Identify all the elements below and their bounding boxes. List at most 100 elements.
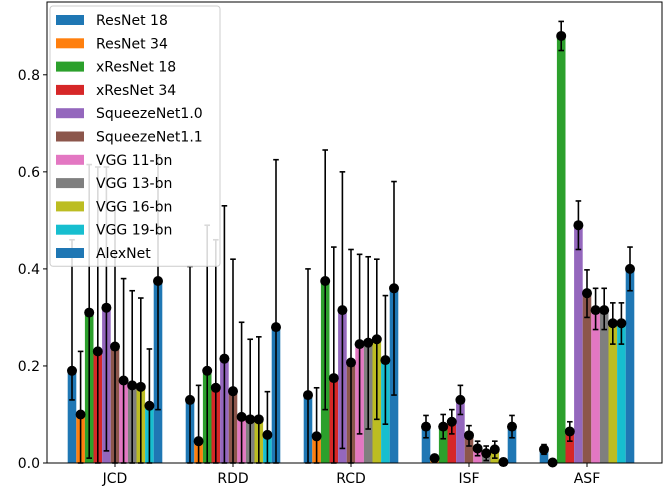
data-point — [110, 341, 120, 352]
legend-swatch — [56, 61, 84, 72]
data-point — [464, 430, 474, 441]
data-point — [92, 346, 103, 357]
legend-swatch — [56, 131, 84, 142]
legend-swatch — [56, 248, 84, 258]
legend-label: VGG 11-bn — [96, 153, 172, 169]
data-point — [127, 380, 138, 391]
legend: ResNet 18 ResNet 34 xResNet 18 xResNet 34 Sq… — [49, 5, 221, 267]
data-point — [446, 416, 457, 427]
bar — [507, 426, 517, 463]
data-point — [371, 334, 382, 345]
bar — [591, 310, 600, 463]
data-point — [262, 429, 273, 440]
data-point — [346, 357, 356, 368]
x-tick-label: RDD — [217, 471, 248, 487]
legend-label: SqueezeNet1.1 — [96, 130, 203, 146]
legend-swatch — [56, 15, 84, 25]
data-point — [303, 390, 313, 401]
data-point — [75, 409, 86, 420]
bar — [599, 310, 609, 463]
bar — [556, 35, 566, 464]
bar — [421, 426, 431, 463]
legend-swatch — [56, 154, 84, 165]
legend-label: VGG 19-bn — [96, 223, 172, 239]
data-point — [625, 263, 635, 274]
points-layer — [67, 30, 635, 468]
data-point — [135, 381, 146, 392]
data-point — [67, 365, 77, 376]
data-point — [573, 220, 584, 231]
x-tick-label: ASF — [574, 471, 601, 487]
data-point — [328, 373, 339, 384]
y-tick-label: 0.8 — [18, 68, 40, 84]
data-point — [455, 394, 466, 405]
plot-frame — [46, 1, 663, 464]
data-point — [429, 453, 440, 464]
legend-swatch — [56, 201, 84, 212]
data-point — [616, 318, 627, 329]
bar — [464, 435, 474, 463]
data-point — [210, 382, 221, 393]
data-point — [481, 448, 492, 459]
data-point — [489, 444, 500, 455]
x-tick-label: ISF — [458, 471, 479, 487]
y-tick-label: 0.6 — [18, 165, 40, 181]
data-point — [582, 288, 592, 299]
data-point — [311, 431, 322, 442]
x-tick-label: RCD — [336, 471, 366, 487]
data-point — [564, 426, 575, 437]
data-point — [556, 30, 567, 41]
data-point — [84, 307, 95, 318]
data-point — [539, 444, 549, 455]
legend-box — [49, 5, 221, 267]
legend-swatch — [56, 38, 84, 49]
data-point — [337, 305, 348, 316]
data-point — [607, 318, 618, 329]
x-tick-label: JCD — [102, 471, 128, 487]
data-point — [472, 443, 483, 454]
data-point — [101, 302, 112, 313]
axes-layer: 0.0 0.2 0.4 0.6 0.8 JCD RDD RCD ISF ASF — [18, 1, 663, 487]
data-point — [590, 305, 601, 316]
data-point — [202, 365, 213, 376]
legend-swatch — [56, 108, 84, 119]
data-point — [320, 276, 331, 287]
data-point — [389, 283, 399, 294]
data-point — [507, 421, 517, 432]
bar — [625, 268, 635, 463]
data-point — [498, 457, 509, 468]
y-tick-label: 0.0 — [18, 456, 40, 472]
data-point — [153, 276, 163, 287]
legend-label: xResNet 34 — [96, 83, 176, 99]
legend-label: ResNet 34 — [96, 36, 168, 52]
legend-label: AlexNet — [96, 246, 151, 262]
bar — [456, 399, 465, 463]
legend-label: ResNet 18 — [96, 13, 168, 29]
bar — [608, 323, 618, 463]
data-point — [380, 355, 391, 366]
data-point — [421, 421, 431, 432]
legend-label: VGG 13-bn — [96, 176, 172, 192]
data-point — [354, 339, 365, 350]
data-point — [253, 414, 264, 425]
data-point — [193, 436, 204, 447]
data-point — [185, 394, 195, 405]
bar — [67, 370, 77, 463]
bar — [574, 225, 583, 463]
bar — [582, 293, 592, 463]
data-point — [228, 386, 238, 397]
data-point — [236, 411, 247, 422]
data-point — [363, 337, 374, 348]
legend-label: xResNet 18 — [96, 60, 176, 76]
legend-swatch — [56, 224, 84, 235]
bar — [438, 426, 448, 463]
data-point — [245, 414, 256, 425]
bar — [539, 449, 549, 463]
data-point — [219, 353, 230, 364]
bar — [565, 431, 575, 463]
legend-label: SqueezeNet1.0 — [96, 106, 203, 122]
y-tick-label: 0.4 — [18, 262, 40, 278]
data-point — [599, 305, 610, 316]
data-point — [118, 375, 129, 386]
